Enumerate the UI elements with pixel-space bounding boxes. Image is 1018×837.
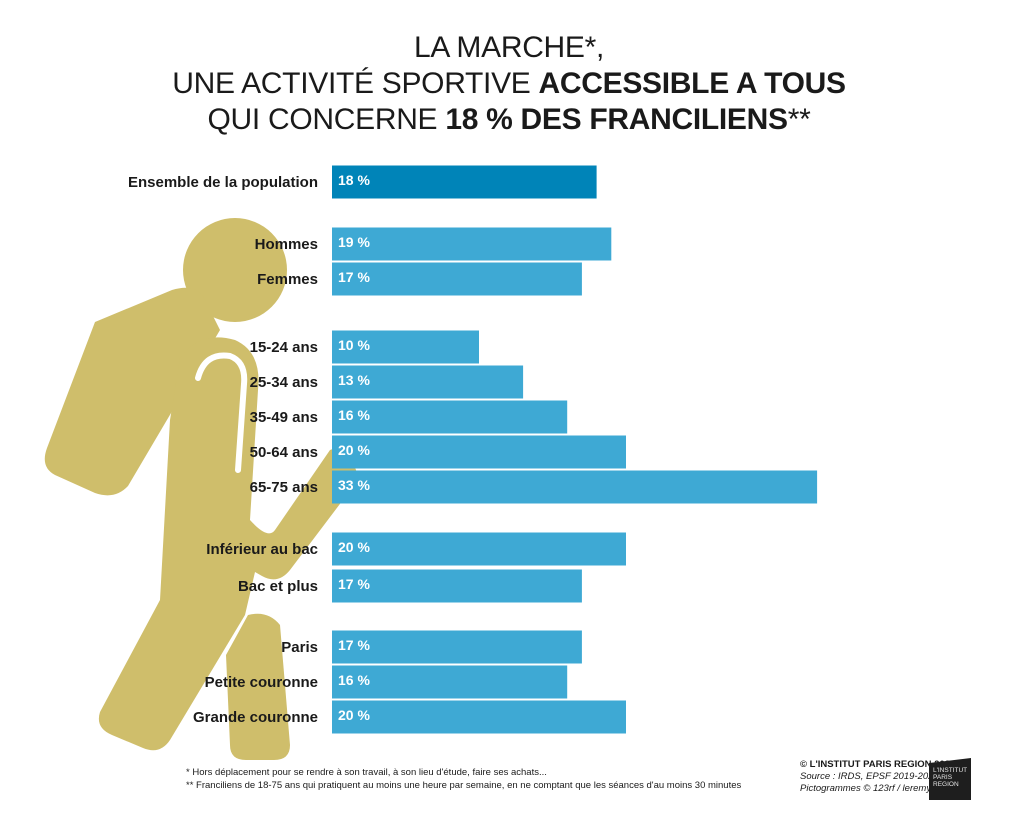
copyright: © L'INSTITUT PARIS REGION 2022: [800, 759, 956, 770]
title-line-3: QUI CONCERNE 18 % DES FRANCILIENS**: [0, 102, 1018, 138]
bar-10: [332, 630, 582, 664]
value-label-2: 17 %: [338, 269, 370, 285]
logo-line-1: L'INSTITUT: [933, 767, 968, 774]
title-line-3-suffix: **: [787, 103, 811, 136]
footnote-1: * Hors déplacement pour se rendre à son …: [186, 767, 547, 778]
logo-line-2: PARIS: [933, 774, 953, 781]
credits: © L'INSTITUT PARIS REGION 2022 Source : …: [800, 759, 955, 795]
category-label-4: 25-34 ans: [250, 374, 318, 391]
category-label-1: Hommes: [255, 236, 318, 253]
title-line-2: UNE ACTIVITÉ SPORTIVE ACCESSIBLE A TOUS: [0, 66, 1018, 102]
category-label-0: Ensemble de la population: [128, 174, 318, 191]
value-label-5: 16 %: [338, 407, 370, 423]
source: Source : IRDS, EPSF 2019-2020: [800, 771, 939, 782]
title-line-1: LA MARCHE*,: [413, 31, 605, 64]
footnotes: * Hors déplacement pour se rendre à son …: [186, 766, 741, 792]
category-label-7: 65-75 ans: [250, 479, 318, 496]
category-label-6: 50-64 ans: [250, 444, 318, 461]
bar-1: [332, 227, 612, 261]
bar-9: [332, 569, 582, 603]
bar-12: [332, 700, 626, 734]
chart-title: LA MARCHE*, UNE ACTIVITÉ SPORTIVE ACCESS…: [0, 30, 1018, 138]
title-line-2-bold: ACCESSIBLE A TOUS: [538, 67, 846, 100]
footnote-2: ** Franciliens de 18-75 ans qui pratique…: [186, 780, 742, 791]
value-label-3: 10 %: [338, 337, 370, 353]
category-label-11: Petite couronne: [205, 674, 318, 691]
value-label-1: 19 %: [338, 234, 370, 250]
category-label-8: Inférieur au bac: [206, 541, 318, 558]
value-label-9: 17 %: [338, 576, 370, 592]
category-label-10: Paris: [281, 639, 318, 656]
bar-5: [332, 400, 568, 434]
category-label-3: 15-24 ans: [250, 339, 318, 356]
bar-11: [332, 665, 568, 699]
bar-3: [332, 330, 479, 364]
bar-7: [332, 470, 818, 504]
title-line-3-normal: QUI CONCERNE: [207, 103, 446, 136]
title-line-3-bold: 18 % DES FRANCILIENS: [445, 103, 788, 136]
bar-2: [332, 262, 582, 296]
value-label-10: 17 %: [338, 637, 370, 653]
bars-group: Ensemble de la population 18 % Hommes 19 % F…: [128, 165, 818, 734]
pictogram-credit: Pictogrammes © 123rf / leremy: [800, 783, 932, 794]
logo-line-3: REGION: [933, 781, 959, 788]
value-label-11: 16 %: [338, 672, 370, 688]
bar-6: [332, 435, 626, 469]
title-line-2-normal: UNE ACTIVITÉ SPORTIVE: [172, 67, 539, 100]
bar-0: [332, 165, 597, 199]
value-label-4: 13 %: [338, 372, 370, 388]
category-label-12: Grande couronne: [193, 709, 318, 726]
value-label-7: 33 %: [338, 477, 370, 493]
value-label-12: 20 %: [338, 707, 370, 723]
value-label-0: 18 %: [338, 172, 370, 188]
bar-4: [332, 365, 524, 399]
value-label-6: 20 %: [338, 442, 370, 458]
value-label-8: 20 %: [338, 539, 370, 555]
category-label-2: Femmes: [257, 271, 318, 288]
bar-8: [332, 532, 626, 566]
institut-logo: L'INSTITUT PARIS REGION: [929, 758, 971, 800]
category-label-5: 35-49 ans: [250, 409, 318, 426]
category-label-9: Bac et plus: [238, 578, 318, 595]
